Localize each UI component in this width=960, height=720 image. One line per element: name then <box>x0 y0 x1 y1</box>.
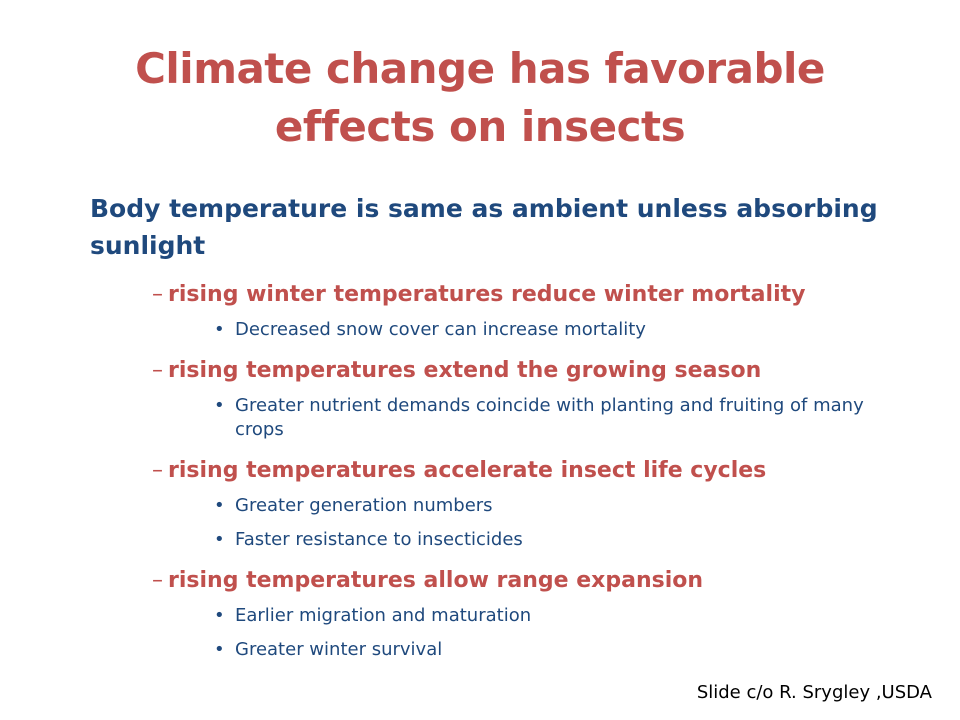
bullet-item: • Faster resistance to insecticides <box>90 528 910 552</box>
bullet-text: Earlier migration and maturation <box>235 605 532 626</box>
dash-marker: – <box>152 282 163 307</box>
topic-heading: – rising winter temperatures reduce wint… <box>90 280 910 310</box>
bullet-marker: • <box>214 605 225 626</box>
dash-marker: – <box>152 358 163 383</box>
bullet-text: Greater generation numbers <box>235 495 493 516</box>
bullet-item: • Earlier migration and maturation <box>90 604 910 628</box>
lead-statement: Body temperature is same as ambient unle… <box>90 194 878 260</box>
bullet-text: Decreased snow cover can increase mortal… <box>235 319 646 340</box>
bullet-marker: • <box>214 529 225 550</box>
topic-winter-mortality: – rising winter temperatures reduce wint… <box>90 280 910 342</box>
bullet-item: • Greater winter survival <box>90 638 910 662</box>
topic-range-expansion: – rising temperatures allow range expans… <box>90 566 910 662</box>
bullet-list: • Decreased snow cover can increase mort… <box>90 318 910 342</box>
bullet-marker: • <box>214 639 225 660</box>
topic-heading-text: rising temperatures allow range expansio… <box>168 568 704 593</box>
topic-life-cycles: – rising temperatures accelerate insect … <box>90 456 910 552</box>
topic-heading: – rising temperatures accelerate insect … <box>90 456 910 486</box>
bullet-list: • Greater nutrient demands coincide with… <box>90 394 910 442</box>
bullet-list: • Greater generation numbers • Faster re… <box>90 494 910 552</box>
bullet-marker: • <box>214 319 225 340</box>
slide-credit: Slide c/o R. Srygley ,USDA <box>696 682 932 703</box>
bullet-text: Greater nutrient demands coincide with p… <box>235 395 864 440</box>
dash-marker: – <box>152 568 163 593</box>
bullet-text: Greater winter survival <box>235 639 443 660</box>
slide-body: Body temperature is same as ambient unle… <box>90 190 910 676</box>
bullet-item: • Greater nutrient demands coincide with… <box>90 394 910 442</box>
title-line-1: Climate change has favorable <box>135 44 825 93</box>
topic-heading: – rising temperatures extend the growing… <box>90 356 910 386</box>
bullet-item: • Greater generation numbers <box>90 494 910 518</box>
topic-heading-text: rising winter temperatures reduce winter… <box>168 282 806 307</box>
bullet-list: • Earlier migration and maturation • Gre… <box>90 604 910 662</box>
title-line-2: effects on insects <box>274 102 686 151</box>
bullet-text: Faster resistance to insecticides <box>235 529 523 550</box>
topic-growing-season: – rising temperatures extend the growing… <box>90 356 910 442</box>
bullet-marker: • <box>214 495 225 516</box>
topic-heading: – rising temperatures allow range expans… <box>90 566 910 596</box>
topic-heading-text: rising temperatures accelerate insect li… <box>168 458 767 483</box>
bullet-marker: • <box>214 395 225 416</box>
bullet-item: • Decreased snow cover can increase mort… <box>90 318 910 342</box>
dash-marker: – <box>152 458 163 483</box>
topic-heading-text: rising temperatures extend the growing s… <box>168 358 762 383</box>
slide-title: Climate change has favorable effects on … <box>60 40 900 156</box>
